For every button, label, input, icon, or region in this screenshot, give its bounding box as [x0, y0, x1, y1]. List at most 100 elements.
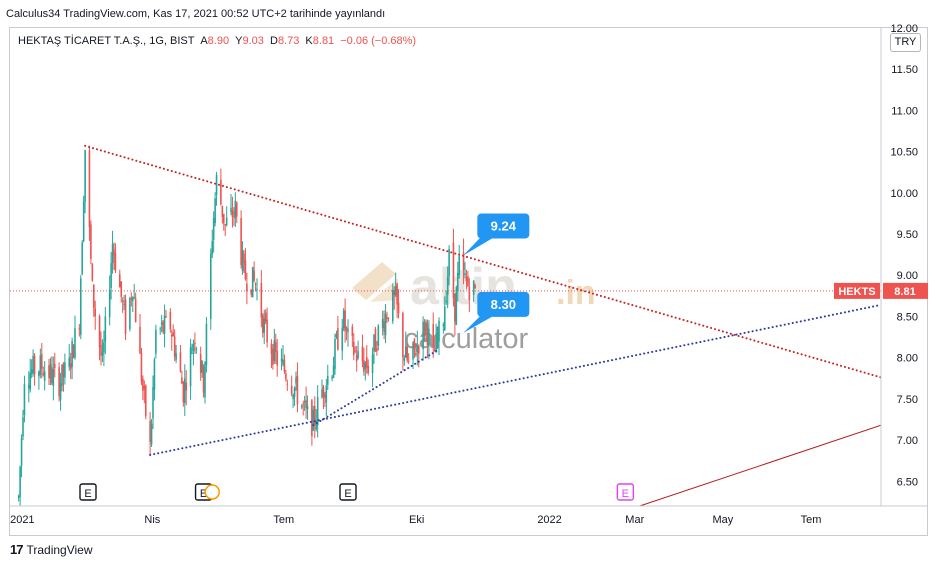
earnings-marker[interactable]: [339, 483, 357, 501]
candle-body: [33, 355, 36, 375]
candle-body: [22, 417, 24, 437]
candle-body: [296, 375, 299, 405]
candle-body: [412, 342, 414, 360]
callout-box[interactable]: [477, 213, 530, 239]
candle-body: [342, 310, 345, 329]
callout-pointer: [463, 314, 496, 333]
candle-body: [38, 371, 40, 377]
time-tick-label: Mar: [625, 514, 644, 526]
trendline-support-long[interactable]: [149, 303, 881, 456]
candle-body: [264, 312, 267, 322]
candle-body: [133, 297, 136, 299]
candle-body: [365, 357, 368, 368]
candle-body: [381, 318, 384, 329]
candle-body: [438, 320, 440, 342]
candle-body: [212, 218, 215, 240]
trendline-resistance[interactable]: [84, 144, 881, 379]
candle-body: [393, 290, 396, 296]
tradingview-logo-icon: 17: [10, 542, 24, 557]
candle-body: [62, 363, 65, 378]
candle-body: [364, 362, 367, 369]
candle-body: [403, 357, 406, 361]
candle-body: [474, 285, 476, 289]
candle-body: [163, 315, 166, 334]
candle-body: [192, 343, 195, 352]
close-value: 8.81: [312, 35, 335, 47]
candle-body: [113, 249, 115, 256]
last-price-tag[interactable]: [883, 282, 928, 299]
callouts[interactable]: 9.24 8.30: [463, 213, 530, 333]
candle-body: [396, 283, 398, 305]
price-tick-label: 6.50: [897, 476, 918, 488]
trendlines[interactable]: [84, 144, 881, 506]
candle-body: [51, 367, 53, 384]
change-value: −0.06 (−0.68%): [340, 35, 417, 47]
candle-body: [256, 288, 258, 291]
candle-body: [357, 350, 359, 358]
candle-body: [292, 394, 294, 400]
earnings-marker[interactable]: [616, 483, 635, 501]
time-axis[interactable]: 2021 Nis Tem Eki 2022 Mar May Tem: [10, 505, 928, 526]
candle-body: [118, 274, 121, 288]
candle-body: [114, 253, 117, 271]
candle-body: [222, 214, 225, 224]
last-price-tag-label: 8.81: [894, 286, 915, 298]
candle-body: [295, 377, 297, 384]
symbol-name: HEKTAŞ TİCARET T.A.Ş., 1G, BIST: [18, 35, 195, 47]
candle-body: [233, 212, 235, 215]
footer[interactable]: 17 TradingView: [10, 542, 93, 557]
candle-body: [374, 328, 377, 352]
candle-body: [150, 423, 153, 445]
candle-body: [276, 351, 279, 366]
candle-body: [19, 466, 21, 497]
candle-body: [243, 253, 245, 263]
time-tick-label: Tem: [801, 514, 822, 526]
candle-body: [155, 329, 157, 354]
candle-body: [199, 353, 202, 373]
candle-body: [40, 354, 43, 369]
price-tick-label: 7.00: [897, 435, 918, 447]
candle-body: [121, 300, 124, 302]
candle-body: [98, 316, 101, 347]
price-tick-label: 11.00: [891, 105, 918, 117]
chart-frame: [9, 27, 928, 536]
price-tick-label: 11.50: [891, 64, 918, 76]
candle-body: [214, 198, 216, 224]
callout-box[interactable]: [477, 291, 530, 317]
candle-body: [61, 364, 63, 386]
earnings-marker[interactable]: [79, 483, 97, 501]
candle-body: [48, 365, 50, 378]
candle-body: [225, 217, 228, 226]
candle-body: [302, 403, 305, 405]
price-tick-label: 12.00: [890, 23, 918, 35]
symbol-tag[interactable]: [834, 282, 880, 299]
earnings-marker-label: E: [344, 488, 351, 500]
candle-body: [321, 389, 323, 398]
candle-body: [221, 205, 224, 217]
candle-body: [92, 284, 95, 308]
candle-body: [334, 338, 336, 369]
candle-body: [286, 383, 289, 385]
candle-body: [367, 365, 370, 373]
dividend-marker[interactable]: [204, 484, 220, 500]
candle-body: [130, 298, 133, 300]
trendline-trend-solid[interactable]: [639, 424, 881, 506]
candle-body: [129, 297, 131, 330]
candle-body: [246, 283, 248, 292]
price-axis[interactable]: 6.50 7.00 7.50 8.00 8.50 9.00 9.50 10.00 10.50 11…: [834, 23, 928, 506]
candle-body: [303, 401, 306, 403]
candle-body: [363, 360, 365, 372]
currency-badge[interactable]: TRY: [890, 33, 921, 52]
callout-label: 9.24: [491, 218, 517, 233]
candle-body: [293, 387, 296, 398]
price-tick-label: 8.00: [897, 353, 918, 365]
candle-body: [144, 385, 147, 417]
trendline-support-short[interactable]: [312, 348, 440, 427]
price-tick-label: 9.50: [897, 229, 918, 241]
candle-body: [270, 343, 273, 355]
candle-body: [240, 218, 242, 266]
candle-body: [283, 360, 286, 372]
